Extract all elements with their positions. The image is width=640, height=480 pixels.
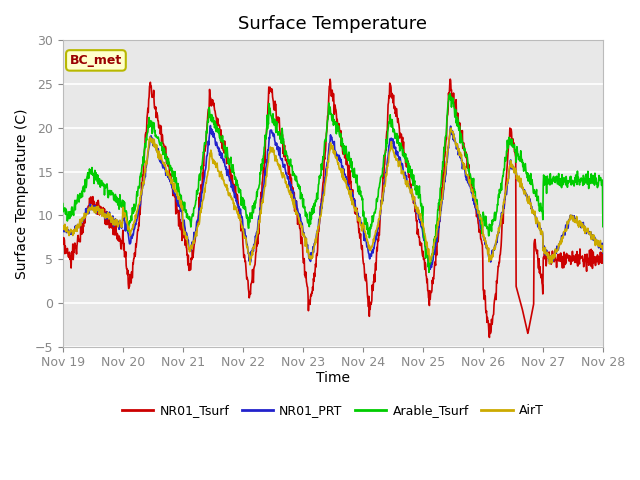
- X-axis label: Time: Time: [316, 371, 350, 385]
- Title: Surface Temperature: Surface Temperature: [238, 15, 428, 33]
- Y-axis label: Surface Temperature (C): Surface Temperature (C): [15, 108, 29, 279]
- Legend: NR01_Tsurf, NR01_PRT, Arable_Tsurf, AirT: NR01_Tsurf, NR01_PRT, Arable_Tsurf, AirT: [117, 399, 549, 422]
- Text: BC_met: BC_met: [70, 54, 122, 67]
